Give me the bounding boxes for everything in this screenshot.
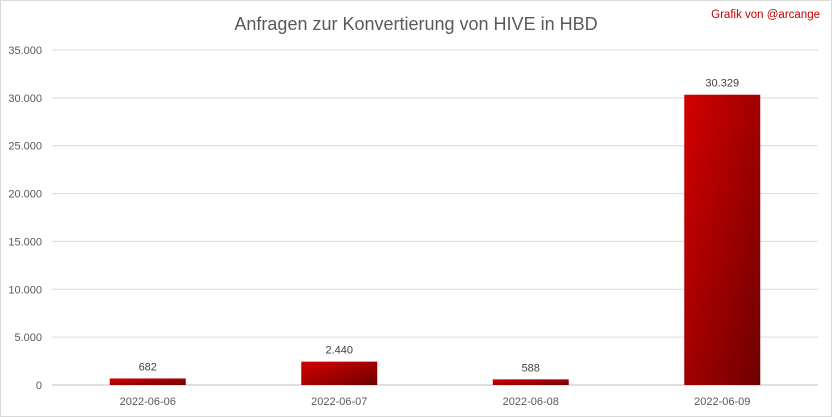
data-labels: 682 2.440 588 30.329 xyxy=(139,78,740,375)
bar xyxy=(109,378,186,385)
y-tick-label: 0 xyxy=(36,380,42,392)
y-tick-label: 10.000 xyxy=(8,284,42,296)
x-tick-label: 2022-06-08 xyxy=(503,396,559,408)
chart-credit: Grafik von @arcange xyxy=(711,9,820,21)
bars xyxy=(109,94,761,386)
y-tick-label: 15.000 xyxy=(8,236,42,248)
chart-title: Anfragen zur Konvertierung von HIVE in H… xyxy=(234,14,598,34)
x-tick-label: 2022-06-09 xyxy=(694,396,750,408)
y-axis-ticks: 0 5.000 10.000 15.000 20.000 25.000 30.000 35.0… xyxy=(8,45,42,392)
x-tick-label: 2022-06-06 xyxy=(120,396,176,408)
y-tick-label: 5.000 xyxy=(14,332,42,344)
data-label: 30.329 xyxy=(705,78,739,90)
data-label: 588 xyxy=(522,362,540,374)
data-label: 2.440 xyxy=(325,345,353,357)
data-label: 682 xyxy=(139,361,157,373)
y-tick-label: 20.000 xyxy=(8,189,42,201)
x-axis-ticks: 2022-06-06 2022-06-07 2022-06-08 2022-06-09 xyxy=(120,396,751,408)
bar xyxy=(301,361,378,385)
y-tick-label: 25.000 xyxy=(8,141,42,153)
bar xyxy=(684,94,761,386)
bar xyxy=(492,379,569,385)
y-tick-label: 30.000 xyxy=(8,93,42,105)
y-tick-label: 35.000 xyxy=(8,45,42,57)
x-tick-label: 2022-06-07 xyxy=(311,396,367,408)
